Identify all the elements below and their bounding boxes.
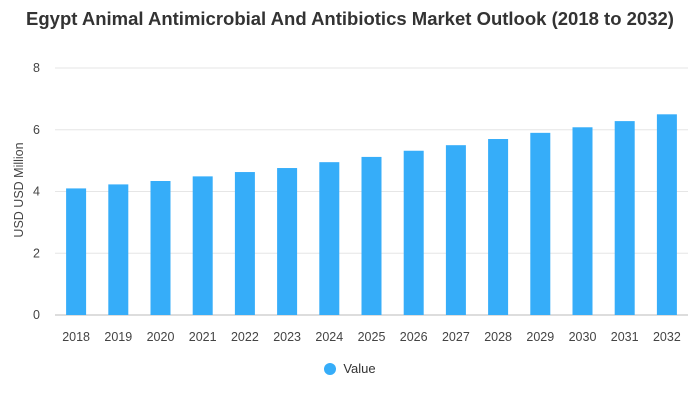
x-tick-label: 2026 [400, 330, 428, 344]
legend-label: Value [343, 361, 376, 376]
x-tick-label: 2018 [62, 330, 90, 344]
bar[interactable] [656, 114, 677, 315]
x-tick-label: 2019 [104, 330, 132, 344]
bar[interactable] [108, 184, 129, 315]
bar[interactable] [150, 181, 171, 315]
bars [66, 114, 677, 315]
x-tick-label: 2023 [273, 330, 301, 344]
bar[interactable] [403, 150, 424, 315]
bar[interactable] [614, 121, 635, 315]
legend-swatch-icon [324, 362, 337, 375]
x-tick-labels: 2018 2019 2020 2021 2022 2023 2024 2025 2026 2027… [62, 330, 681, 344]
x-tick-label: 2031 [611, 330, 639, 344]
y-tick-label: 6 [33, 123, 40, 137]
legend[interactable]: Value [0, 361, 700, 376]
bar[interactable] [488, 139, 509, 315]
bar[interactable] [66, 188, 87, 315]
x-tick-label: 2025 [358, 330, 386, 344]
bar[interactable] [445, 145, 466, 315]
bar[interactable] [234, 172, 255, 315]
x-tick-label: 2030 [569, 330, 597, 344]
bar[interactable] [319, 162, 340, 315]
bar[interactable] [530, 132, 551, 315]
y-tick-label: 4 [33, 185, 40, 199]
x-tick-label: 2022 [231, 330, 259, 344]
y-tick-labels: 0 2 4 6 8 [33, 61, 40, 322]
x-tick-label: 2020 [147, 330, 175, 344]
x-tick-label: 2024 [315, 330, 343, 344]
chart-title: Egypt Animal Antimicrobial And Antibioti… [26, 8, 674, 29]
x-tick-label: 2027 [442, 330, 470, 344]
bar[interactable] [192, 176, 213, 315]
x-tick-label: 2021 [189, 330, 217, 344]
x-tick-label: 2032 [653, 330, 681, 344]
bar[interactable] [361, 156, 382, 315]
y-tick-label: 2 [33, 246, 40, 260]
x-tick-label: 2029 [526, 330, 554, 344]
bar[interactable] [277, 168, 298, 315]
y-tick-label: 8 [33, 61, 40, 75]
y-tick-label: 0 [33, 308, 40, 322]
x-tick-label: 2028 [484, 330, 512, 344]
bar[interactable] [572, 127, 593, 315]
